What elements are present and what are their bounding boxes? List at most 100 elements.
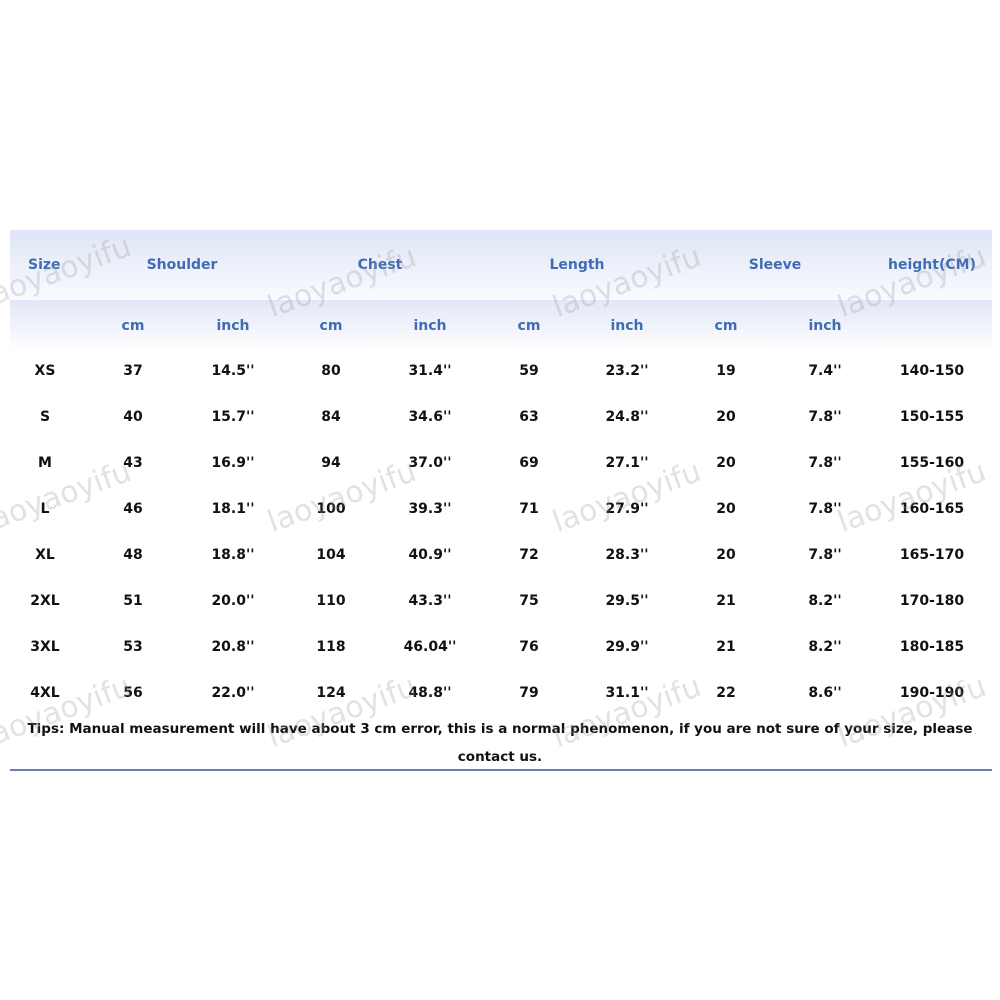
table-cell: 51 xyxy=(123,593,143,609)
table-cell: 39.3'' xyxy=(408,501,452,517)
table-cell: M xyxy=(38,455,52,471)
table-cell: 16.9'' xyxy=(211,455,255,471)
table-cell: 80 xyxy=(321,363,341,379)
column-header: Shoulder xyxy=(146,257,218,273)
column-header: Size xyxy=(28,257,61,273)
table-cell: 27.9'' xyxy=(605,501,649,517)
table-cell: 63 xyxy=(519,409,539,425)
table-cell: 15.7'' xyxy=(211,409,255,425)
watermark: laoyaoyifu xyxy=(833,669,991,755)
unit-header: inch xyxy=(216,318,250,334)
table-cell: 180-185 xyxy=(899,639,965,655)
unit-header: inch xyxy=(808,318,842,334)
column-header: Length xyxy=(549,257,605,273)
table-cell: 37 xyxy=(123,363,143,379)
table-cell: 20.0'' xyxy=(211,593,255,609)
table-cell: 4XL xyxy=(30,685,60,701)
table-cell: 18.1'' xyxy=(211,501,255,517)
unit-header: inch xyxy=(413,318,447,334)
table-cell: 56 xyxy=(123,685,143,701)
table-cell: 53 xyxy=(123,639,143,655)
table-cell: 71 xyxy=(519,501,539,517)
column-header: height(CM) xyxy=(888,257,976,273)
table-cell: 37.0'' xyxy=(408,455,452,471)
table-cell: 75 xyxy=(519,593,539,609)
table-cell: 46.04'' xyxy=(403,639,457,655)
table-cell: 20 xyxy=(716,547,736,563)
table-cell: 29.5'' xyxy=(605,593,649,609)
table-cell: 34.6'' xyxy=(408,409,452,425)
table-cell: 84 xyxy=(321,409,341,425)
column-header: Chest xyxy=(357,257,403,273)
table-cell: 22 xyxy=(716,685,736,701)
table-cell: 79 xyxy=(519,685,539,701)
bottom-divider xyxy=(10,769,992,771)
table-cell: 72 xyxy=(519,547,539,563)
unit-header: inch xyxy=(610,318,644,334)
table-cell: 3XL xyxy=(30,639,60,655)
table-cell: 43.3'' xyxy=(408,593,452,609)
table-cell: 150-155 xyxy=(899,409,965,425)
table-cell: 165-170 xyxy=(899,547,965,563)
table-cell: 94 xyxy=(321,455,341,471)
table-cell: 20 xyxy=(716,455,736,471)
table-cell: 69 xyxy=(519,455,539,471)
table-cell: 43 xyxy=(123,455,143,471)
table-cell: 190-190 xyxy=(899,685,965,701)
table-cell: 155-160 xyxy=(899,455,965,471)
table-cell: 118 xyxy=(316,639,346,655)
table-cell: 28.3'' xyxy=(605,547,649,563)
watermark: laoyaoyifu xyxy=(0,669,136,755)
watermark: laoyaoyifu xyxy=(0,454,136,540)
unit-header: cm xyxy=(121,318,145,334)
table-cell: 160-165 xyxy=(899,501,965,517)
table-cell: 7.8'' xyxy=(808,501,842,517)
table-cell: 19 xyxy=(716,363,736,379)
table-cell: 29.9'' xyxy=(605,639,649,655)
table-cell: 140-150 xyxy=(899,363,965,379)
table-cell: 59 xyxy=(519,363,539,379)
table-cell: 48.8'' xyxy=(408,685,452,701)
table-cell: 8.2'' xyxy=(808,593,842,609)
header-band-units xyxy=(10,300,992,350)
table-cell: 7.8'' xyxy=(808,409,842,425)
table-cell: XS xyxy=(34,363,56,379)
header-band-groups xyxy=(10,230,992,300)
table-cell: 8.2'' xyxy=(808,639,842,655)
watermark: laoyaoyifu xyxy=(263,669,421,755)
table-cell: 21 xyxy=(716,639,736,655)
table-cell: 24.8'' xyxy=(605,409,649,425)
tips-line-1: Tips: Manual measurement will have about… xyxy=(27,721,973,737)
table-cell: 18.8'' xyxy=(211,547,255,563)
column-header: Sleeve xyxy=(748,257,802,273)
unit-header: cm xyxy=(319,318,343,334)
table-cell: 22.0'' xyxy=(211,685,255,701)
table-cell: 20 xyxy=(716,501,736,517)
table-cell: 7.4'' xyxy=(808,363,842,379)
table-cell: 48 xyxy=(123,547,143,563)
table-cell: S xyxy=(39,409,51,425)
table-cell: 8.6'' xyxy=(808,685,842,701)
table-cell: 104 xyxy=(316,547,346,563)
unit-header: cm xyxy=(714,318,738,334)
table-cell: 124 xyxy=(316,685,346,701)
table-cell: 170-180 xyxy=(899,593,965,609)
table-cell: 100 xyxy=(316,501,346,517)
table-cell: 20 xyxy=(716,409,736,425)
table-cell: 23.2'' xyxy=(605,363,649,379)
table-cell: 14.5'' xyxy=(211,363,255,379)
table-cell: 110 xyxy=(316,593,346,609)
tips-line-2: contact us. xyxy=(457,749,543,765)
unit-header: cm xyxy=(517,318,541,334)
table-cell: 7.8'' xyxy=(808,547,842,563)
table-cell: 31.4'' xyxy=(408,363,452,379)
table-cell: 40 xyxy=(123,409,143,425)
table-cell: 7.8'' xyxy=(808,455,842,471)
watermark: laoyaoyifu xyxy=(548,669,706,755)
table-cell: 76 xyxy=(519,639,539,655)
table-cell: 2XL xyxy=(30,593,60,609)
watermark: laoyaoyifu xyxy=(263,454,421,540)
table-cell: 40.9'' xyxy=(408,547,452,563)
table-cell: 21 xyxy=(716,593,736,609)
table-cell: 46 xyxy=(123,501,143,517)
